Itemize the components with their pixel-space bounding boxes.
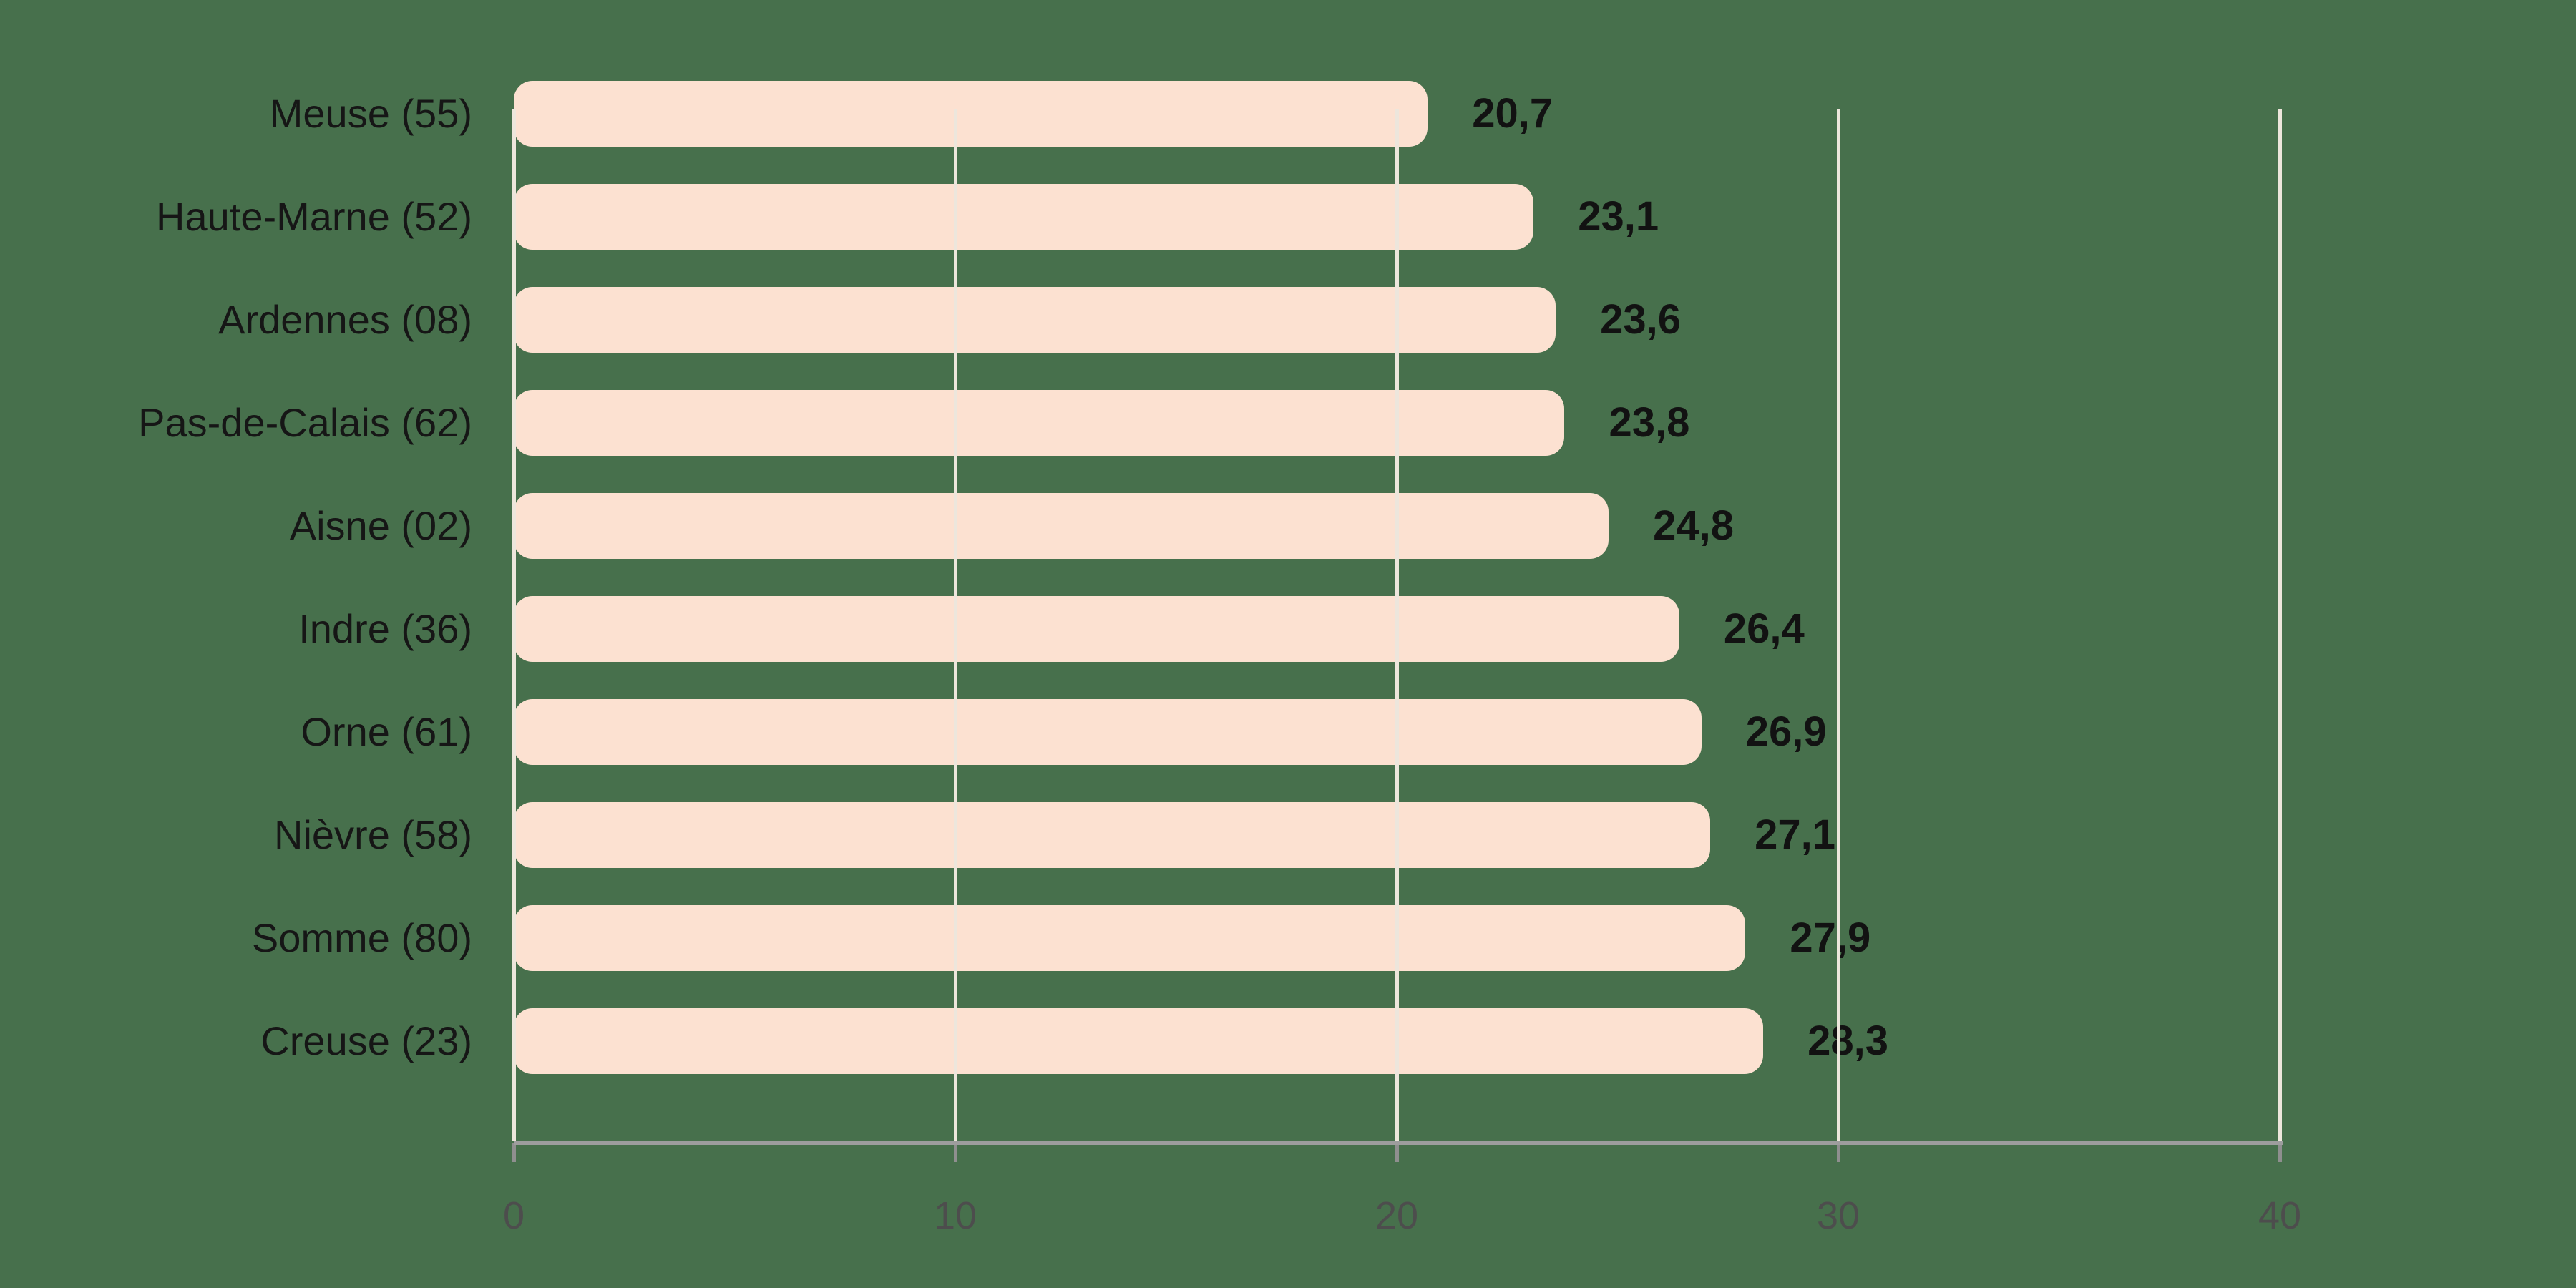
gridline: [2278, 109, 2282, 1141]
category-label: Indre (36): [298, 606, 472, 651]
bar: [514, 493, 1609, 559]
x-axis-tick-label: 0: [502, 1194, 525, 1237]
bar: [514, 905, 1746, 971]
bar: [514, 1008, 1764, 1074]
x-axis-tick: [954, 1143, 957, 1162]
bar: [514, 390, 1565, 456]
value-label: 20,7: [1472, 90, 1553, 137]
bar: [514, 699, 1702, 765]
category-label: Aisne (02): [289, 503, 472, 548]
bar: [514, 184, 1534, 250]
value-label: 24,8: [1653, 502, 1735, 549]
x-axis-tick-label: 30: [1816, 1194, 1860, 1237]
value-label: 26,4: [1723, 605, 1805, 652]
value-label: 27,1: [1755, 811, 1835, 858]
value-label: 23,1: [1578, 193, 1659, 240]
category-label: Meuse (55): [269, 91, 472, 136]
x-axis-tick: [1395, 1143, 1399, 1162]
value-label: 27,9: [1790, 914, 1871, 961]
bar: [514, 287, 1556, 353]
x-axis-tick-label: 20: [1375, 1194, 1419, 1237]
value-label: 23,6: [1600, 296, 1681, 343]
category-label: Haute-Marne (52): [156, 194, 472, 239]
value-label: 26,9: [1745, 708, 1827, 755]
value-label: 23,8: [1609, 399, 1690, 446]
gridline: [1395, 109, 1399, 1141]
gridline: [512, 109, 516, 1141]
x-axis-line: [514, 1141, 2283, 1145]
category-label: Somme (80): [251, 915, 472, 960]
x-axis-tick: [2278, 1143, 2282, 1162]
bar: [514, 81, 1428, 147]
category-label: Orne (61): [301, 709, 472, 754]
category-label: Pas-de-Calais (62): [138, 400, 472, 445]
category-label: Nièvre (58): [274, 812, 472, 857]
x-axis-tick: [1837, 1143, 1840, 1162]
gridline: [1837, 109, 1840, 1141]
x-axis-tick-label: 10: [933, 1194, 977, 1237]
x-axis-tick: [512, 1143, 516, 1162]
value-label: 28,3: [1807, 1018, 1888, 1064]
bar: [514, 596, 1679, 662]
gridline: [954, 109, 957, 1141]
category-label: Ardennes (08): [218, 297, 472, 342]
x-axis-tick-label: 40: [2258, 1194, 2302, 1237]
bar: [514, 802, 1711, 868]
category-label: Creuse (23): [260, 1018, 472, 1063]
